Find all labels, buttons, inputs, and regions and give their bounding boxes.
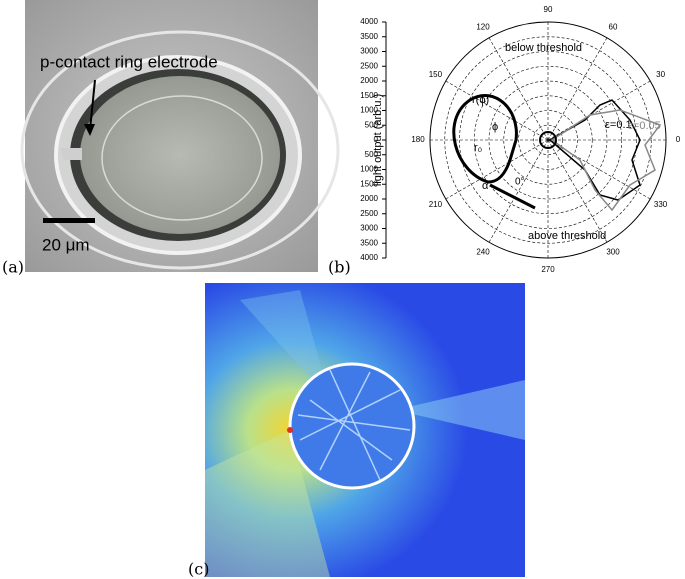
radial-tick-label: 500 <box>365 120 379 129</box>
radial-tick-label: 4000 <box>360 17 378 26</box>
curve <box>550 109 662 212</box>
annotation: p-contact ring electrode <box>40 52 218 71</box>
radial-tick-label: 1500 <box>360 91 378 100</box>
angle-tick-label: 300 <box>606 248 620 257</box>
angle-tick-label: 0 <box>676 135 681 144</box>
radial-tick-label: 3000 <box>360 224 378 233</box>
curve <box>452 94 518 184</box>
angle-tick-label: 330 <box>654 200 668 209</box>
panel-label: (c) <box>188 560 209 579</box>
annotation: ϕ <box>492 121 498 133</box>
radial-tick-label: 2500 <box>360 61 378 70</box>
angle-tick-label: 180 <box>411 135 425 144</box>
simulation-image <box>205 283 525 577</box>
radial-tick-label: 3000 <box>360 47 378 56</box>
grid-circle <box>488 80 608 200</box>
angle-tick-label: 210 <box>429 200 443 209</box>
annotation: α <box>482 180 489 192</box>
radial-tick-label: 2000 <box>360 194 378 203</box>
axis-label: light output (arb.u.) <box>372 94 384 186</box>
arrow <box>489 183 536 210</box>
annotation: below threshold <box>505 42 582 54</box>
angle-tick-label: 270 <box>541 265 555 274</box>
annotation: 0° <box>515 177 525 188</box>
grid-circle <box>473 65 623 215</box>
radial-tick-label: 1000 <box>360 106 378 115</box>
curve <box>548 99 641 201</box>
radial-tick-label: 2500 <box>360 209 378 218</box>
panel-label: (a) <box>2 258 24 277</box>
angle-tick-label: 60 <box>609 23 618 32</box>
scale-bar-label: 20 μm <box>42 235 90 254</box>
grid-circle <box>518 110 578 170</box>
curve <box>539 131 557 149</box>
grid-circle <box>444 36 652 244</box>
annotation: above threshold <box>528 230 606 242</box>
radial-tick-label: 3500 <box>360 238 378 247</box>
sem-image <box>20 0 340 272</box>
annotation: ε=0.05 <box>628 120 661 132</box>
grid-spoke <box>488 139 549 243</box>
angle-tick-label: 120 <box>476 23 490 32</box>
radial-tick-label: 500 <box>365 150 379 159</box>
grid-circle <box>459 51 637 229</box>
annotation: r(ϕ) <box>472 94 489 106</box>
angle-tick-label: 90 <box>544 5 553 14</box>
radial-tick-label: 3500 <box>360 32 378 41</box>
grid-circle <box>503 95 593 185</box>
panel-label: (b) <box>328 258 351 277</box>
annotation: r₀ <box>474 142 482 154</box>
radial-tick-label: 1500 <box>360 179 378 188</box>
grid-circle <box>532 124 564 156</box>
radial-tick-label: 0 <box>374 135 379 144</box>
angle-tick-label: 150 <box>429 70 443 79</box>
annotation: ε=0.1 <box>605 119 632 131</box>
radial-tick-label: 2000 <box>360 76 378 85</box>
polar-plot: 4000350030002500200015001000500050010001… <box>360 5 681 274</box>
radial-tick-label: 4000 <box>360 253 378 262</box>
radial-tick-label: 1000 <box>360 165 378 174</box>
angle-tick-label: 240 <box>476 248 490 257</box>
angle-tick-label: 30 <box>656 70 665 79</box>
